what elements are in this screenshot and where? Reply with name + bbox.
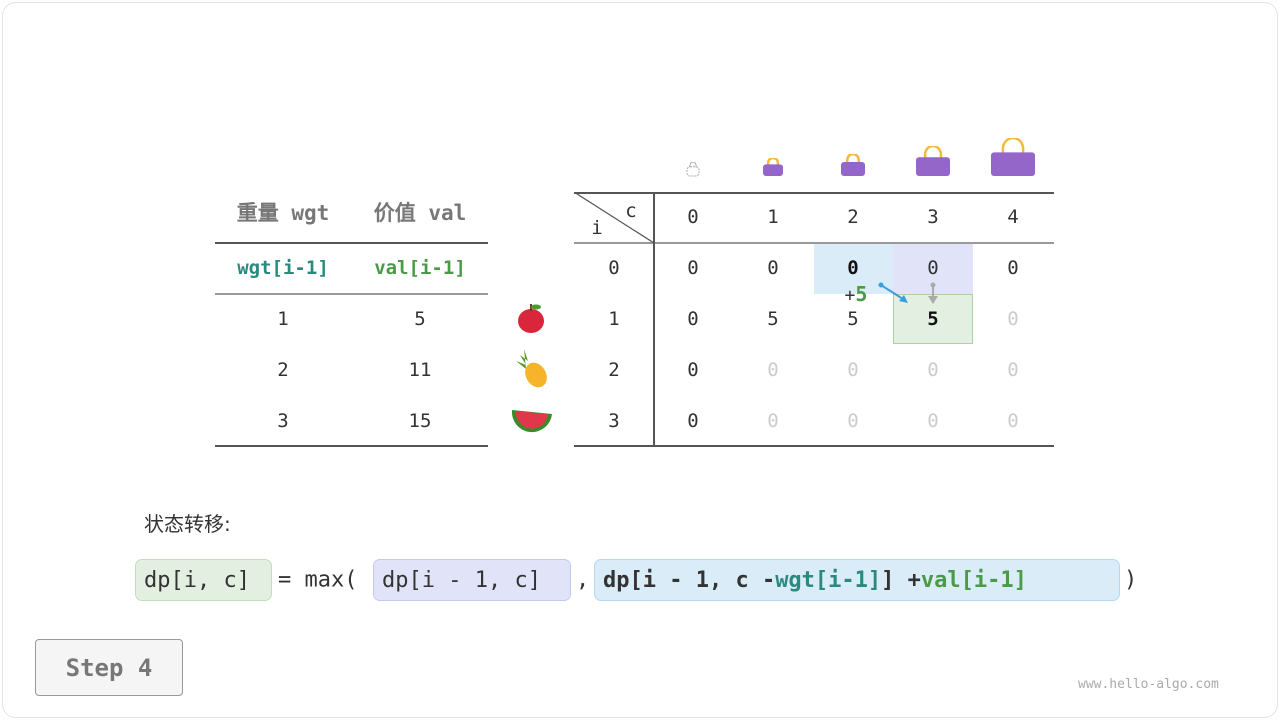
plus-annotation: +5 [844,282,868,306]
bag-2-icon [841,154,865,176]
bag-empty-icon [686,162,700,177]
row-label: 3 [608,410,620,432]
dp-cell: 5 [767,308,779,330]
val-cell: 15 [408,410,432,432]
wgt-cell: 3 [277,410,289,432]
step-button[interactable]: Step 4 [35,639,183,696]
bag-3-icon [916,146,950,176]
dp-cell: 0 [847,359,859,381]
header-val: 价值 val [373,201,467,225]
dp-cell: 0 [1007,410,1019,432]
dp-cell: 0 [687,308,699,330]
corner-diagonal [574,192,654,243]
dp-cell: 0 [1007,257,1019,279]
dp-cell: 0 [1007,308,1019,330]
bag-1-icon [763,158,783,176]
transition-arrows [878,282,938,304]
header-wgt: 重量 wgt [236,201,330,225]
apple-icon [518,304,544,333]
dp-cell: 5 [927,308,939,330]
formula-option-a: dp[i - 1, c] [373,559,571,601]
dp-cell: 0 [927,410,939,432]
corner-c: c [625,200,637,222]
dp-cell: 0 [767,359,779,381]
subheader-val: val[i-1] [374,257,466,279]
val-cell: 11 [408,359,432,381]
dp-cell: 0 [687,359,699,381]
dp-cell: 0 [847,257,859,279]
dp-cell: 0 [927,257,939,279]
capacity-header: 4 [1007,206,1019,228]
dp-cell: 0 [927,359,939,381]
dp-cell: 0 [687,410,699,432]
bag-4-icon [991,138,1035,176]
dp-cell: 0 [767,257,779,279]
wgt-cell: 1 [277,308,289,330]
watermelon-icon [511,410,552,433]
dp-cell: 0 [847,410,859,432]
formula-label: 状态转移: [144,512,231,536]
dp-cell: 0 [767,410,779,432]
wgt-cell: 2 [277,359,289,381]
watermark: www.hello-algo.com [1078,677,1219,692]
row-label: 1 [608,308,620,330]
dp-cell: 0 [687,257,699,279]
capacity-header: 2 [847,206,859,228]
dp-cell: 0 [1007,359,1019,381]
formula-close: ) [1124,567,1138,593]
row-label: 0 [608,257,620,279]
dp-cell: 5 [847,308,859,330]
capacity-header: 1 [767,206,779,228]
formula-comma: , [576,567,590,593]
capacity-header: 3 [927,206,939,228]
subheader-wgt: wgt[i-1] [237,257,329,279]
formula-lhs: dp[i, c] [135,559,272,601]
formula-option-b: dp[i - 1, c - wgt[i-1]] + val[i-1] [594,559,1120,601]
pineapple-icon [516,349,547,388]
val-cell: 5 [414,308,426,330]
row-label: 2 [608,359,620,381]
formula-eq: = max( [278,567,358,593]
capacity-header: 0 [687,206,699,228]
corner-i: i [591,217,603,239]
